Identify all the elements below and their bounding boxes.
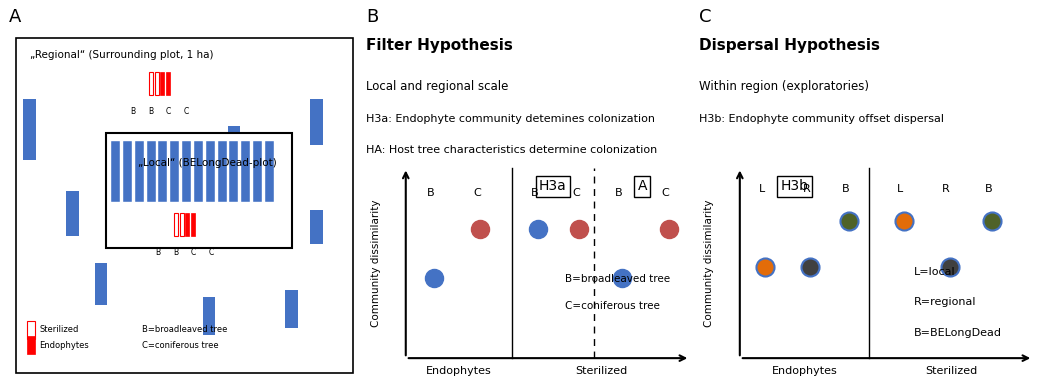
Bar xyxy=(158,141,167,202)
Text: „Local“ (BELongDead-plot): „Local“ (BELongDead-plot) xyxy=(138,158,277,168)
Text: R: R xyxy=(803,184,810,194)
Bar xyxy=(174,213,178,236)
Text: C: C xyxy=(572,188,580,198)
Text: L: L xyxy=(759,184,765,194)
Text: B: B xyxy=(841,184,850,194)
Bar xyxy=(310,210,322,244)
Bar xyxy=(241,141,251,202)
Bar xyxy=(185,213,189,236)
Bar xyxy=(67,190,79,236)
Text: Filter Hypothesis: Filter Hypothesis xyxy=(366,38,513,53)
Bar xyxy=(191,213,196,236)
Text: Sterilized: Sterilized xyxy=(926,366,978,376)
Bar xyxy=(111,141,120,202)
Text: B: B xyxy=(366,8,379,26)
Bar xyxy=(228,126,240,179)
Text: Endophytes: Endophytes xyxy=(40,341,89,350)
Bar xyxy=(27,336,34,354)
Text: R=regional: R=regional xyxy=(914,297,977,307)
Bar xyxy=(123,141,132,202)
Text: H3b: H3b xyxy=(780,179,808,193)
Text: B: B xyxy=(173,248,178,257)
Bar xyxy=(182,141,191,202)
Text: C=coniferous tree: C=coniferous tree xyxy=(141,341,218,350)
Text: C: C xyxy=(209,248,214,257)
Bar xyxy=(310,99,322,145)
Bar xyxy=(285,290,297,328)
Text: C: C xyxy=(191,248,197,257)
Text: B: B xyxy=(148,107,153,116)
Text: Dispersal Hypothesis: Dispersal Hypothesis xyxy=(699,38,880,53)
Text: A: A xyxy=(638,179,647,193)
Text: Community dissimilarity: Community dissimilarity xyxy=(371,199,381,327)
Text: H3b: Endophyte community offset dispersal: H3b: Endophyte community offset dispersa… xyxy=(699,114,944,124)
Text: B=broadleaved tree: B=broadleaved tree xyxy=(565,274,670,284)
Bar xyxy=(253,141,262,202)
Bar xyxy=(206,141,214,202)
Text: C=coniferous tree: C=coniferous tree xyxy=(565,301,659,311)
Bar xyxy=(193,141,203,202)
Text: C: C xyxy=(699,8,711,26)
Text: B: B xyxy=(616,188,623,198)
Text: „Regional“ (Surrounding plot, 1 ha): „Regional“ (Surrounding plot, 1 ha) xyxy=(30,50,214,59)
Bar xyxy=(23,99,35,160)
Text: Within region (exploratories): Within region (exploratories) xyxy=(699,80,868,93)
Text: C: C xyxy=(661,188,670,198)
Bar xyxy=(166,72,171,95)
Text: R: R xyxy=(942,184,951,194)
Text: A: A xyxy=(8,8,21,26)
Bar xyxy=(27,321,34,339)
Bar xyxy=(95,263,107,305)
Text: B: B xyxy=(426,188,435,198)
Text: B=broadleaved tree: B=broadleaved tree xyxy=(141,325,227,335)
Bar xyxy=(230,141,238,202)
Text: Community dissimilarity: Community dissimilarity xyxy=(704,199,714,327)
Text: L: L xyxy=(898,184,904,194)
Bar xyxy=(159,72,164,95)
Bar xyxy=(149,72,153,95)
Text: C: C xyxy=(473,188,480,198)
Bar xyxy=(147,141,156,202)
Bar xyxy=(135,141,144,202)
Text: Sterilized: Sterilized xyxy=(40,325,79,335)
Text: B=BELongDead: B=BELongDead xyxy=(914,328,1002,338)
Bar xyxy=(171,141,179,202)
Text: Local and regional scale: Local and regional scale xyxy=(366,80,509,93)
Bar xyxy=(180,213,184,236)
Text: B: B xyxy=(531,188,539,198)
Text: L=local: L=local xyxy=(914,267,956,277)
Text: B: B xyxy=(985,184,992,194)
Text: C: C xyxy=(184,107,189,116)
Text: H3a: H3a xyxy=(539,179,567,193)
Text: HA: Host tree characteristics determine colonization: HA: Host tree characteristics determine … xyxy=(366,145,657,155)
Bar xyxy=(155,72,159,95)
Text: Sterilized: Sterilized xyxy=(575,366,627,376)
Bar xyxy=(265,141,274,202)
Bar xyxy=(106,133,292,248)
Text: C: C xyxy=(165,107,171,116)
Text: H3a: Endophyte community detemines colonization: H3a: Endophyte community detemines colon… xyxy=(366,114,655,124)
Bar xyxy=(203,297,215,335)
Text: Endophytes: Endophytes xyxy=(425,366,492,376)
Text: B: B xyxy=(130,107,135,116)
Text: Endophytes: Endophytes xyxy=(772,366,837,376)
Text: B: B xyxy=(155,248,160,257)
Bar xyxy=(16,38,354,373)
Bar xyxy=(217,141,227,202)
